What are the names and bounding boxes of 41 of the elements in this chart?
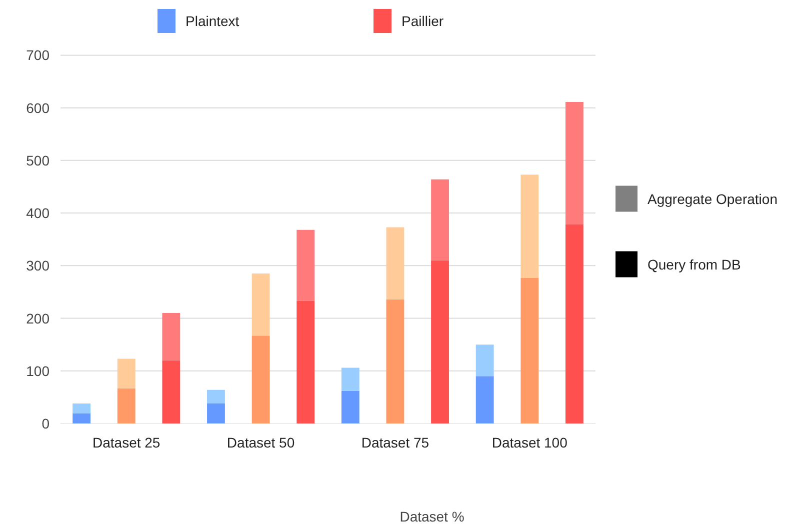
y-tick-label: 0 [42, 416, 50, 432]
bar [565, 224, 584, 424]
y-tick-label: 600 [26, 100, 50, 116]
y-tick-label: 100 [26, 362, 50, 379]
bar [431, 260, 449, 424]
x-tick-label: Dataset 75 [361, 434, 430, 450]
bar [386, 227, 404, 300]
bar [341, 368, 360, 391]
x-tick-label: Dataset 50 [226, 434, 295, 450]
legend-label: Paillier [402, 13, 444, 30]
bar [386, 299, 404, 424]
y-tick-label: 700 [26, 47, 50, 64]
bar [252, 336, 270, 424]
bar [565, 102, 584, 224]
bar [72, 414, 91, 424]
bar [476, 344, 494, 376]
bar [117, 388, 136, 424]
bar [520, 174, 539, 278]
y-tick-label: 200 [26, 310, 50, 326]
y-tick-label: 300 [26, 258, 50, 274]
bar [520, 278, 539, 424]
bar [296, 300, 315, 424]
bar [162, 313, 180, 360]
bar [431, 179, 449, 260]
bar [117, 358, 136, 388]
bar [207, 390, 225, 404]
bar [341, 390, 360, 424]
x-axis-title: Dataset % [400, 508, 464, 524]
bar [476, 376, 494, 424]
legend-label: Query from DB [648, 256, 741, 272]
legend-label: Aggregate Operation [648, 190, 778, 207]
bar [72, 404, 91, 414]
bar [207, 404, 225, 424]
bar [252, 274, 270, 336]
y-tick-label: 500 [26, 152, 50, 168]
legend-label: Plaintext [186, 13, 240, 30]
bar [296, 230, 315, 301]
bar [162, 360, 180, 424]
x-tick-label: Dataset 100 [492, 434, 568, 450]
x-tick-label: Dataset 25 [92, 434, 160, 450]
y-tick-label: 400 [26, 205, 50, 222]
